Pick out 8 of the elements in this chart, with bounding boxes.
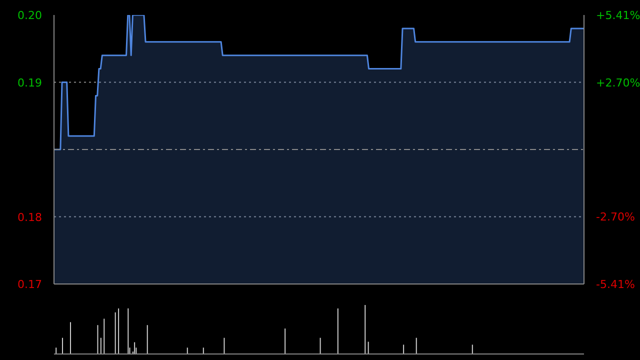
y-tick-label: 0.17	[18, 278, 42, 291]
y-tick-label: 0.20	[18, 9, 42, 22]
y-tick-label: 0.19	[18, 76, 42, 90]
y2-tick-label: +5.41%	[596, 9, 640, 22]
y2-tick-label: -5.41%	[596, 278, 635, 291]
y2-tick-label: -2.70%	[596, 210, 635, 224]
y-tick-label: 0.18	[18, 210, 42, 224]
y2-tick-label: +2.70%	[596, 76, 640, 90]
